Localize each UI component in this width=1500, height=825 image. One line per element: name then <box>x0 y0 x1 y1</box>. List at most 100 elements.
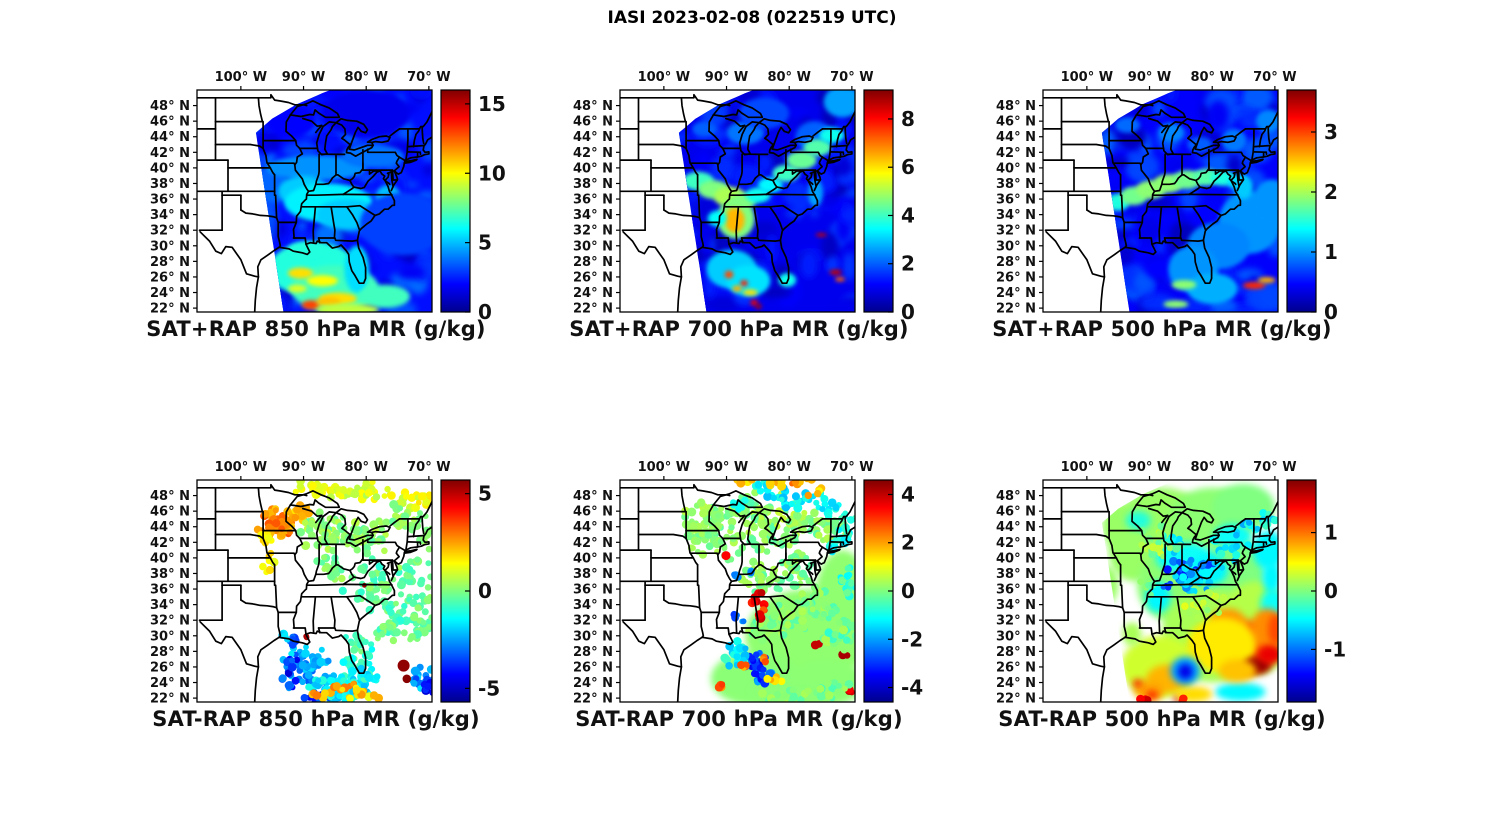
lat-tick-label: 24° N <box>573 676 613 691</box>
lat-tick-label: 26° N <box>150 270 190 285</box>
lat-tick-label: 44° N <box>150 130 190 145</box>
colorbar <box>440 89 471 313</box>
lat-tick-label: 22° N <box>996 302 1036 317</box>
colorbar-tick-label: -5 <box>478 676 500 700</box>
panel-title-sat-minus-rap-500: SAT-RAP 500 hPa MR (g/kg) <box>998 707 1326 731</box>
panel-2-map-canvas: 100° W 90° W 80° W 70° W 48° N46° N44° N42° … <box>996 70 1338 324</box>
lat-tick-label: 28° N <box>150 255 190 270</box>
lat-tick-label: 30° N <box>573 239 613 254</box>
lat-tick-label: 42° N <box>996 146 1036 161</box>
basemap-borders <box>197 93 432 312</box>
lat-tick-label: 34° N <box>996 598 1036 613</box>
lat-tick-label: 30° N <box>996 239 1036 254</box>
lat-tick-label: 40° N <box>996 161 1036 176</box>
lat-tick-label: 26° N <box>573 660 613 675</box>
panel-title-sat-minus-rap-850: SAT-RAP 850 hPa MR (g/kg) <box>152 707 480 731</box>
lat-tick-label: 28° N <box>996 255 1036 270</box>
lat-tick-label: 32° N <box>996 614 1036 629</box>
colorbar-tick-label: 0 <box>478 300 492 324</box>
panel-3-map-canvas: 100° W 90° W 80° W 70° W 48° N46° N44° N42° … <box>150 460 500 707</box>
lat-tick-label: 40° N <box>150 161 190 176</box>
lat-tick-label: 46° N <box>573 115 613 130</box>
lat-tick-label: 44° N <box>150 520 190 535</box>
colorbar-tick-label: 2 <box>901 252 915 276</box>
lat-tick-label: 24° N <box>150 676 190 691</box>
colorbar-tick-label: 4 <box>901 482 915 506</box>
lat-tick-label: 24° N <box>150 286 190 301</box>
colorbar-tick-label: 4 <box>901 203 915 227</box>
basemap-borders <box>1043 483 1278 702</box>
lat-tick-label: 38° N <box>573 567 613 582</box>
basemap-borders <box>197 483 432 702</box>
lat-tick-label: 46° N <box>150 115 190 130</box>
panel-title-sat-plus-rap-700: SAT+RAP 700 hPa MR (g/kg) <box>569 317 909 341</box>
lat-tick-label: 30° N <box>573 629 613 644</box>
lon-tick-label: 80° W <box>767 70 810 85</box>
lat-tick-label: 46° N <box>996 505 1036 520</box>
lat-tick-label: 22° N <box>150 302 190 317</box>
lat-tick-label: 32° N <box>150 614 190 629</box>
map-frame <box>196 89 433 313</box>
lat-tick-label: 26° N <box>573 270 613 285</box>
lat-tick-label: 36° N <box>996 193 1036 208</box>
lat-tick-label: 26° N <box>150 660 190 675</box>
panel-title-sat-plus-rap-500: SAT+RAP 500 hPa MR (g/kg) <box>992 317 1332 341</box>
lon-tick-label: 80° W <box>344 460 387 475</box>
lat-tick-label: 40° N <box>996 551 1036 566</box>
lon-tick-label: 100° W <box>215 460 268 475</box>
lon-tick-label: 70° W <box>1253 460 1296 475</box>
panel-4-map-canvas: 100° W 90° W 80° W 70° W 48° N46° N44° N42° … <box>573 460 923 707</box>
lat-tick-label: 34° N <box>573 598 613 613</box>
lon-tick-label: 90° W <box>282 460 325 475</box>
lat-tick-label: 44° N <box>996 520 1036 535</box>
lat-tick-label: 36° N <box>996 583 1036 598</box>
data-layer <box>681 480 855 702</box>
lat-tick-label: 26° N <box>996 270 1036 285</box>
lat-tick-label: 40° N <box>150 551 190 566</box>
colorbar-tick-label: 0 <box>901 300 915 324</box>
lat-tick-label: 30° N <box>150 629 190 644</box>
lat-tick-label: 48° N <box>573 99 613 114</box>
basemap-borders <box>620 93 855 312</box>
colorbar-tick-label: 0 <box>1324 579 1338 603</box>
lat-tick-label: 44° N <box>573 520 613 535</box>
map-frame <box>619 89 856 313</box>
lon-tick-label: 70° W <box>407 70 450 85</box>
colorbar-tick-label: 6 <box>901 155 915 179</box>
lat-tick-label: 32° N <box>150 224 190 239</box>
map-frame <box>619 479 856 703</box>
lat-tick-label: 34° N <box>150 208 190 223</box>
colorbar-tick-label: 2 <box>901 531 915 555</box>
lat-tick-label: 48° N <box>573 489 613 504</box>
lon-tick-label: 100° W <box>1061 70 1114 85</box>
colorbar-tick-label: 0 <box>901 579 915 603</box>
colorbar-tick-label: 3 <box>1324 120 1338 144</box>
colorbar-tick-label: 15 <box>478 92 506 116</box>
lat-tick-label: 34° N <box>150 598 190 613</box>
lat-tick-label: 22° N <box>150 692 190 707</box>
colorbar-tick-label: -1 <box>1324 637 1346 661</box>
lat-tick-label: 36° N <box>573 583 613 598</box>
lat-tick-label: 34° N <box>996 208 1036 223</box>
lon-tick-label: 100° W <box>638 460 691 475</box>
lat-tick-label: 36° N <box>150 583 190 598</box>
colorbar-tick-label: 8 <box>901 107 915 131</box>
basemap-borders <box>620 483 855 702</box>
figure-title: IASI 2023-02-08 (022519 UTC) <box>607 8 897 28</box>
lat-tick-label: 30° N <box>150 239 190 254</box>
lon-tick-label: 90° W <box>1128 460 1171 475</box>
colorbar <box>863 89 894 313</box>
colorbar <box>1286 89 1317 313</box>
colorbar-tick-label: -4 <box>901 676 923 700</box>
lat-tick-label: 36° N <box>573 193 613 208</box>
lat-tick-label: 38° N <box>996 177 1036 192</box>
colorbar-tick-label: 1 <box>1324 240 1338 264</box>
lat-tick-label: 48° N <box>996 99 1036 114</box>
lat-tick-label: 40° N <box>573 551 613 566</box>
colorbar-tick-label: 5 <box>478 482 492 506</box>
lat-tick-label: 48° N <box>996 489 1036 504</box>
panel-1-map-canvas: 100° W 90° W 80° W 70° W 48° N46° N44° N42° … <box>573 70 915 324</box>
lat-tick-label: 24° N <box>573 286 613 301</box>
lat-tick-label: 28° N <box>573 255 613 270</box>
panel-title-sat-plus-rap-850: SAT+RAP 850 hPa MR (g/kg) <box>146 317 486 341</box>
